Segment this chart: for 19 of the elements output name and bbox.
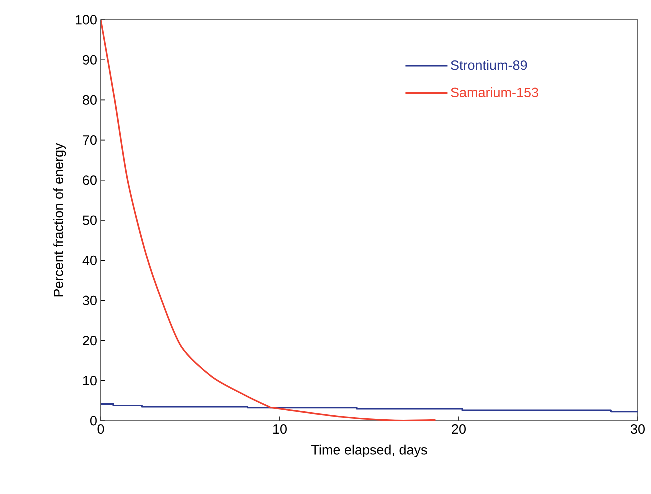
y-tick-label: 80 — [83, 95, 97, 105]
y-tick-label: 100 — [76, 15, 97, 25]
x-tick-label: 10 — [274, 424, 287, 434]
y-tick-label: 0 — [90, 416, 97, 426]
y-tick-label: 20 — [83, 336, 97, 346]
legend-label: Samarium-153 — [451, 88, 538, 98]
x-tick-label: 20 — [452, 424, 466, 434]
x-tick-label: 30 — [631, 424, 645, 434]
y-tick-label: 30 — [82, 296, 97, 306]
y-tick-label: 10 — [83, 376, 97, 386]
y-tick-label: 90 — [83, 55, 97, 65]
y-tick-label: 50 — [83, 216, 97, 226]
x-tick-label: 0 — [98, 424, 104, 434]
x-axis-title: Time elapsed, days — [312, 444, 428, 458]
legend-label: Strontium-89 — [451, 60, 528, 70]
y-axis-title: Percent fraction of energy — [54, 143, 66, 297]
y-tick-label: 70 — [83, 136, 97, 146]
y-tick-label: 40 — [82, 256, 97, 266]
y-tick-label: 60 — [83, 176, 97, 186]
